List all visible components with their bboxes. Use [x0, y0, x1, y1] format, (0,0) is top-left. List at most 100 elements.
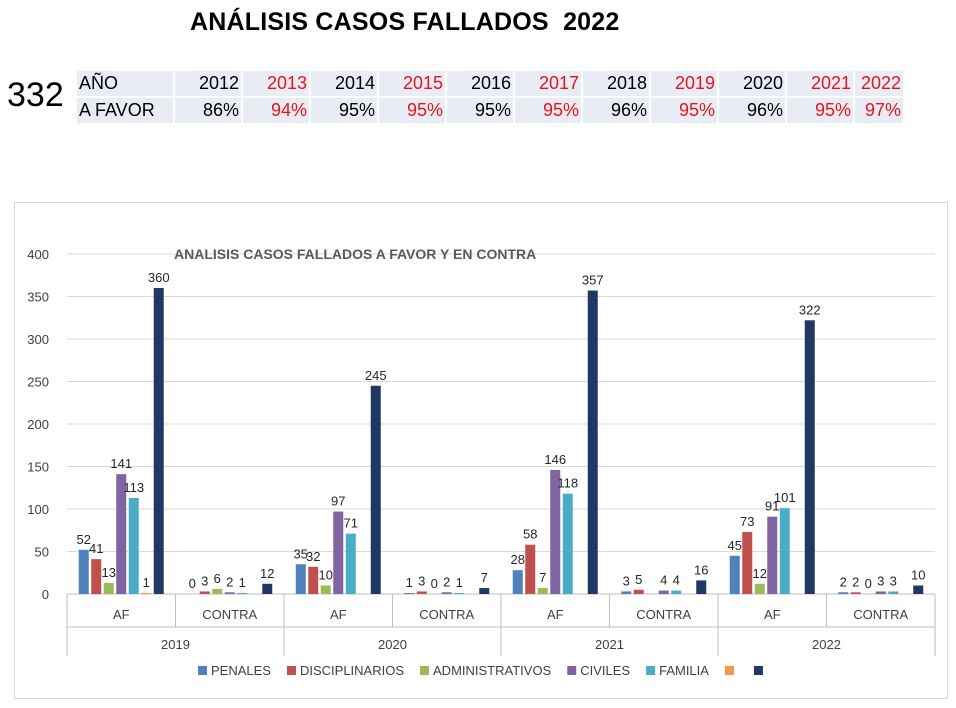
- data-label: 97: [331, 494, 345, 509]
- y-tick-label: 300: [27, 332, 49, 347]
- bar: [512, 570, 523, 594]
- y-tick-label: 150: [27, 460, 49, 475]
- bar: [767, 516, 778, 594]
- data-label: 3: [623, 573, 630, 588]
- bar: [779, 508, 790, 594]
- legend-label: PENALES: [211, 663, 271, 678]
- legend-swatch: [286, 666, 296, 675]
- data-label: 245: [365, 368, 387, 383]
- x-group-label: 2021: [595, 637, 624, 652]
- data-label: 1: [406, 575, 413, 590]
- bar: [370, 385, 381, 594]
- percent-cell: 96%: [719, 98, 785, 123]
- bar: [103, 582, 114, 594]
- y-tick-label: 250: [27, 375, 49, 390]
- data-label: 73: [740, 514, 754, 529]
- percent-cell: 95%: [379, 98, 445, 123]
- bar: [838, 592, 849, 594]
- x-tick-label: CONTRA: [636, 607, 691, 622]
- data-label: 1: [456, 575, 463, 590]
- data-label: 0: [431, 576, 438, 591]
- x-tick-label: AF: [547, 607, 564, 622]
- data-label: 0: [865, 576, 872, 591]
- data-label: 7: [539, 570, 546, 585]
- year-cell: 2012: [175, 71, 241, 96]
- data-label: 45: [728, 538, 742, 553]
- year-cell: 2021: [787, 71, 853, 96]
- a-favor-row: A FAVOR 86% 94% 95% 95% 95% 95% 96% 95% …: [77, 98, 903, 123]
- bar: [212, 588, 223, 594]
- legend-swatch: [198, 666, 207, 675]
- data-label: 2: [226, 574, 233, 589]
- data-label: 4: [673, 573, 680, 588]
- data-label: 12: [753, 566, 767, 581]
- data-label: 3: [877, 573, 884, 588]
- data-label: 91: [765, 499, 779, 514]
- data-label: 13: [102, 565, 116, 580]
- data-label: 35: [294, 546, 308, 561]
- y-tick-label: 200: [27, 417, 49, 432]
- legend-swatch: [753, 666, 763, 675]
- x-tick-label: CONTRA: [202, 607, 257, 622]
- data-label: 10: [911, 568, 925, 583]
- bar: [333, 511, 344, 594]
- bar: [295, 564, 306, 594]
- year-cell: 2014: [311, 71, 377, 96]
- a-favor-row-label: A FAVOR: [77, 98, 173, 123]
- bar: [587, 290, 598, 594]
- bar: [262, 583, 273, 594]
- summary-table: AÑO 2012 2013 2014 2015 2016 2017 2018 2…: [75, 69, 905, 125]
- bar: [804, 320, 815, 594]
- data-label: 5: [635, 572, 642, 587]
- percent-cell: 96%: [583, 98, 649, 123]
- bar: [696, 580, 707, 594]
- x-tick-label: AF: [764, 607, 781, 622]
- year-cell: 2020: [719, 71, 785, 96]
- year-cell: 2022: [855, 71, 903, 96]
- bar: [729, 555, 740, 594]
- data-label: 146: [544, 452, 566, 467]
- bar: [633, 589, 644, 594]
- bar: [537, 588, 548, 594]
- percent-cell: 95%: [515, 98, 581, 123]
- percent-cell: 97%: [855, 98, 903, 123]
- x-group-label: 2020: [378, 637, 407, 652]
- bar: [416, 591, 427, 594]
- legend-label: ADMINISTRATIVOS: [433, 663, 552, 678]
- year-cell: 2018: [583, 71, 649, 96]
- data-label: 118: [557, 476, 578, 491]
- bar: [128, 497, 139, 594]
- bar: [525, 544, 536, 594]
- chart-title: ANALISIS CASOS FALLADOS A FAVOR Y EN CON…: [174, 246, 536, 262]
- data-label: 3: [201, 573, 208, 588]
- percent-cell: 95%: [447, 98, 513, 123]
- x-tick-label: AF: [113, 607, 130, 622]
- data-label: 6: [214, 571, 221, 586]
- data-label: 1: [239, 575, 246, 590]
- bar: [754, 583, 765, 594]
- data-label: 41: [89, 541, 103, 556]
- bar: [224, 592, 235, 594]
- y-tick-label: 350: [27, 290, 49, 305]
- x-tick-label: CONTRA: [853, 607, 908, 622]
- data-label: 1: [143, 575, 150, 590]
- data-label: 101: [774, 490, 796, 505]
- bar: [875, 591, 886, 594]
- legend-label: CIVILES: [580, 663, 630, 678]
- data-label: 2: [840, 574, 847, 589]
- year-cell: 2013: [243, 71, 309, 96]
- data-label: 12: [260, 566, 274, 581]
- data-label: 10: [319, 568, 333, 583]
- legend-label: FAMILIA: [659, 663, 709, 678]
- percent-cell: 95%: [311, 98, 377, 123]
- bar: [454, 593, 465, 594]
- data-label: 28: [511, 552, 525, 567]
- data-label: 322: [799, 302, 821, 317]
- percent-cell: 95%: [787, 98, 853, 123]
- bar: [658, 590, 669, 594]
- data-label: 3: [418, 573, 425, 588]
- x-tick-label: CONTRA: [419, 607, 474, 622]
- bar: [742, 531, 753, 594]
- data-label: 4: [660, 573, 667, 588]
